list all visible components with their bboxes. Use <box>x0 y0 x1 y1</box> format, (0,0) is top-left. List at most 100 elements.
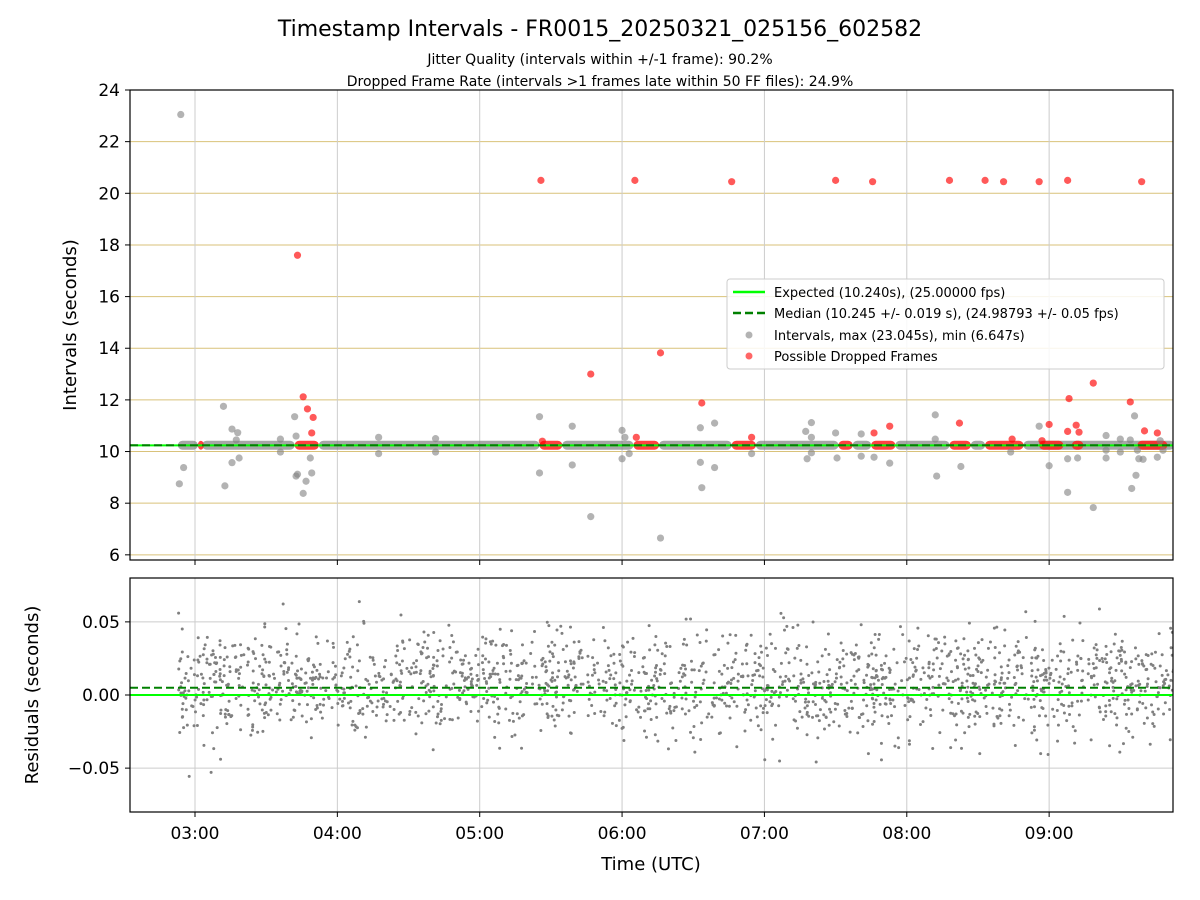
residual-point <box>444 684 448 688</box>
residual-point <box>396 699 400 703</box>
residual-point <box>389 673 393 677</box>
residual-point <box>185 723 189 727</box>
residual-point <box>655 679 659 683</box>
residual-point <box>905 678 909 682</box>
residual-point <box>795 646 799 650</box>
residual-point <box>1033 619 1037 623</box>
residual-point <box>680 696 684 700</box>
residual-point <box>237 672 241 676</box>
residual-point <box>543 689 547 693</box>
residual-point <box>956 677 960 681</box>
residual-point <box>690 680 694 684</box>
residual-point <box>621 725 625 729</box>
residual-point <box>1101 718 1105 722</box>
residual-point <box>1038 699 1042 703</box>
residual-point <box>336 723 340 727</box>
residual-point <box>202 647 206 651</box>
residual-point <box>260 672 264 676</box>
residual-point <box>660 696 664 700</box>
jitter-subtitle: Jitter Quality (intervals within +/-1 fr… <box>426 52 772 68</box>
interval-point <box>306 454 314 462</box>
residual-point <box>1052 679 1056 683</box>
residual-point <box>180 707 184 711</box>
residual-point <box>848 730 852 734</box>
residual-point <box>461 691 465 695</box>
residual-point <box>1066 672 1070 676</box>
residual-point <box>751 679 755 683</box>
dropped-frame-point <box>869 178 877 186</box>
interval-point <box>833 454 841 462</box>
residual-point <box>705 715 709 719</box>
residual-point <box>579 648 583 652</box>
residual-point <box>618 659 622 663</box>
residual-point <box>487 686 491 690</box>
residual-point <box>912 700 916 704</box>
residual-point <box>1123 672 1127 676</box>
interval-point <box>1102 446 1110 454</box>
residual-point <box>986 668 990 672</box>
residual-point <box>1163 701 1167 705</box>
residual-point <box>896 689 900 693</box>
residual-point <box>662 699 666 703</box>
residual-point <box>1113 632 1117 636</box>
residual-point <box>483 676 487 680</box>
residual-point <box>960 697 964 701</box>
interval-point <box>1102 454 1110 462</box>
residual-point <box>816 736 820 740</box>
intervals-y-tick-label: 6 <box>109 546 120 566</box>
interval-point <box>1128 484 1136 493</box>
residual-point <box>979 671 983 675</box>
residual-point <box>639 689 643 693</box>
residual-point <box>642 670 646 674</box>
residual-point <box>346 701 350 705</box>
residual-point <box>331 641 335 645</box>
residual-point <box>771 737 775 741</box>
dropped-frame-point <box>632 433 640 441</box>
residual-point <box>984 675 988 679</box>
residual-point <box>1130 690 1134 694</box>
residual-point <box>1138 682 1142 686</box>
residual-point <box>693 705 697 709</box>
residual-point <box>959 709 963 713</box>
residual-point <box>573 675 577 679</box>
residual-point <box>879 741 883 745</box>
residual-point <box>1039 687 1043 691</box>
residual-point <box>672 709 676 713</box>
dropped-frame-point <box>870 429 878 437</box>
residual-point <box>1000 671 1004 675</box>
residual-point <box>544 665 548 669</box>
legend-median-label: Median (10.245 +/- 0.019 s), (24.98793 +… <box>774 307 1119 322</box>
residual-point <box>751 673 755 677</box>
interval-point <box>1156 437 1164 445</box>
residual-point <box>644 689 648 693</box>
residual-point <box>1144 706 1148 710</box>
residual-point <box>884 696 888 700</box>
residual-point <box>498 627 502 631</box>
residual-point <box>347 649 351 653</box>
dropped-frame-point <box>1072 421 1080 429</box>
residual-point <box>829 710 833 714</box>
residual-point <box>223 712 227 716</box>
residual-point <box>565 669 569 673</box>
residual-point <box>1086 672 1090 676</box>
residual-point <box>730 696 734 700</box>
residual-point <box>917 687 921 691</box>
residual-point <box>1080 678 1084 682</box>
residual-point <box>414 670 418 674</box>
residual-point <box>650 678 654 682</box>
residual-point <box>771 702 775 706</box>
residual-point <box>1124 726 1128 730</box>
residual-point <box>895 661 899 665</box>
residual-point <box>551 671 555 675</box>
residual-point <box>633 651 637 655</box>
residual-point <box>254 657 258 661</box>
residual-point <box>872 702 876 706</box>
residual-point <box>971 681 975 685</box>
residual-point <box>937 674 941 678</box>
residual-point <box>698 641 702 645</box>
residual-point <box>871 667 875 671</box>
residual-point <box>334 673 338 677</box>
residual-point <box>363 735 367 739</box>
residual-point <box>458 698 462 702</box>
dropped-frame-subtitle: Dropped Frame Rate (intervals >1 frames … <box>347 74 854 90</box>
